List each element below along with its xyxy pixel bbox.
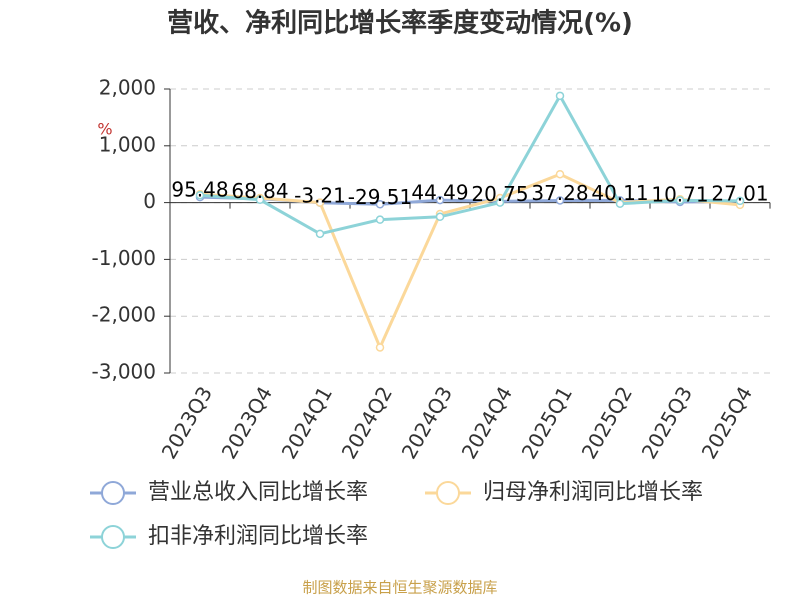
data-label: 95.48 bbox=[171, 178, 228, 202]
x-tick-label: 2024Q1 bbox=[277, 382, 337, 463]
x-tick-label: 2023Q4 bbox=[217, 382, 277, 463]
y-tick-label: -1,000 bbox=[92, 246, 156, 270]
data-point bbox=[255, 195, 265, 205]
legend-item: 营业总收入同比增长率 bbox=[90, 480, 368, 505]
legend-item: 归母净利润同比增长率 bbox=[425, 480, 703, 505]
data-point bbox=[375, 200, 385, 209]
data-point bbox=[675, 196, 685, 205]
x-tick-label: 2025Q4 bbox=[697, 382, 757, 463]
legend-label: 扣非净利润同比增长率 bbox=[148, 524, 368, 549]
series-line bbox=[199, 92, 741, 236]
data-point bbox=[615, 199, 625, 208]
data-label: 10.71 bbox=[651, 182, 708, 206]
data-point bbox=[435, 195, 445, 205]
data-point bbox=[555, 91, 565, 101]
data-point bbox=[735, 196, 745, 206]
legend-item: 扣非净利润同比增长率 bbox=[90, 524, 368, 549]
data-point bbox=[495, 198, 505, 207]
y-axis-unit: % bbox=[97, 120, 112, 139]
x-tick-label: 2024Q4 bbox=[457, 382, 517, 463]
data-label: 68.84 bbox=[231, 179, 288, 203]
y-tick-label: -2,000 bbox=[92, 303, 156, 327]
data-label: 20.75 bbox=[471, 182, 528, 206]
legend-label: 营业总收入同比增长率 bbox=[148, 480, 368, 505]
data-label: -29.51 bbox=[348, 185, 412, 209]
x-tick-label: 2025Q1 bbox=[517, 382, 577, 463]
y-tick-label: 1,000 bbox=[99, 132, 156, 156]
x-tick-label: 2025Q2 bbox=[577, 382, 637, 463]
data-label: -3.21 bbox=[294, 183, 346, 207]
data-label: 27.01 bbox=[711, 182, 768, 206]
y-tick-label: 0 bbox=[143, 189, 156, 213]
x-tick-label: 2024Q2 bbox=[337, 382, 397, 463]
data-label: 40.11 bbox=[591, 181, 648, 205]
data-point bbox=[195, 190, 205, 200]
data-label: 37.28 bbox=[531, 181, 588, 205]
data-point bbox=[375, 343, 385, 352]
legend-marker bbox=[436, 481, 460, 505]
y-tick-label: 2,000 bbox=[99, 76, 156, 100]
x-tick-label: 2025Q3 bbox=[637, 382, 697, 463]
chart-title: 营收、净利同比增长率季度变动情况(%) bbox=[167, 8, 633, 39]
data-point bbox=[555, 169, 565, 179]
legend-marker bbox=[101, 481, 125, 505]
y-tick-label: -3,000 bbox=[92, 360, 156, 384]
x-tick-label: 2024Q3 bbox=[397, 382, 457, 463]
legend-label: 归母净利润同比增长率 bbox=[483, 480, 703, 505]
legend-marker bbox=[101, 525, 125, 549]
x-tick-label: 2023Q3 bbox=[157, 382, 217, 463]
data-point bbox=[315, 198, 325, 207]
data-point bbox=[315, 229, 325, 239]
source-note: 制图数据来自恒生聚源数据库 bbox=[302, 579, 497, 597]
data-label: 44.49 bbox=[411, 181, 468, 205]
data-point bbox=[375, 215, 385, 224]
data-point bbox=[555, 196, 565, 205]
data-point bbox=[435, 212, 445, 222]
